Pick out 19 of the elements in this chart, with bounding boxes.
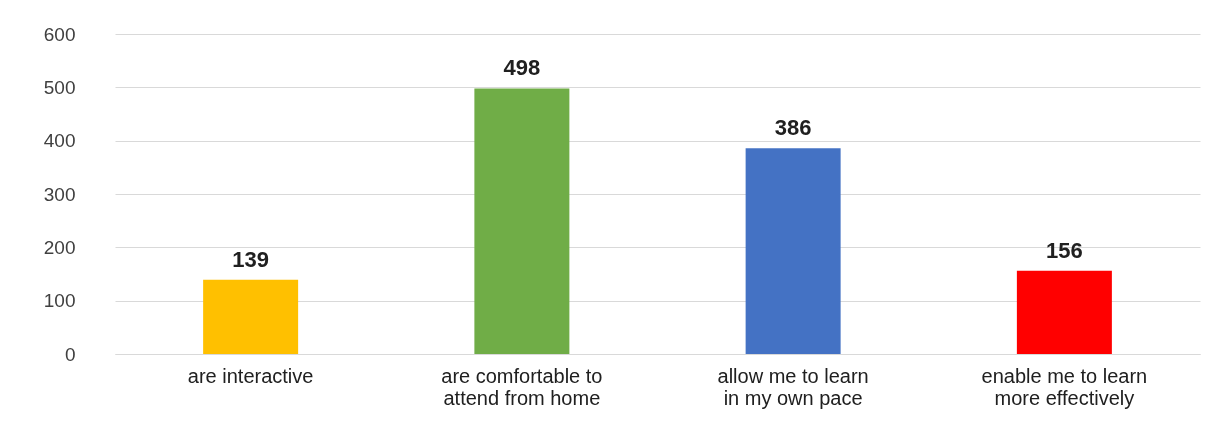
y-tick-label: 0 xyxy=(64,343,76,365)
y-tick-label: 500 xyxy=(43,76,76,98)
x-tick-label: allow me to learn in my own pace xyxy=(717,364,869,409)
bar xyxy=(745,148,841,354)
bar xyxy=(1016,270,1112,354)
bar xyxy=(474,88,570,354)
data-label: 498 xyxy=(503,55,541,81)
x-tick-label: are comfortable to attend from home xyxy=(441,364,603,409)
data-label: 156 xyxy=(1046,237,1083,263)
data-label: 139 xyxy=(232,246,269,272)
y-tick-label: 600 xyxy=(43,23,76,45)
bar xyxy=(203,279,299,354)
y-tick-label: 100 xyxy=(43,290,76,312)
y-tick-label: 200 xyxy=(43,236,76,258)
x-tick-label: are interactive xyxy=(187,364,314,387)
y-tick-label: 300 xyxy=(43,183,76,205)
y-tick-label: 400 xyxy=(43,130,76,152)
x-tick-label: enable me to learn more effectively xyxy=(981,364,1148,409)
data-label: 386 xyxy=(774,115,812,141)
